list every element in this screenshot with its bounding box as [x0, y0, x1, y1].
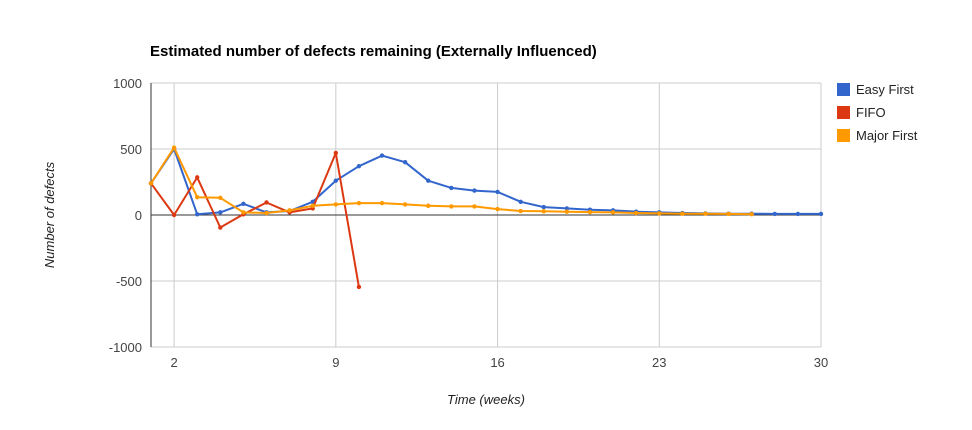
legend-swatch	[837, 106, 850, 119]
data-point[interactable]	[218, 225, 223, 230]
legend-item[interactable]: FIFO	[837, 105, 886, 120]
series-lines	[148, 145, 824, 290]
data-point[interactable]	[449, 204, 454, 209]
data-point[interactable]	[356, 163, 362, 169]
data-point[interactable]	[379, 200, 385, 206]
data-point[interactable]	[703, 211, 708, 216]
data-point[interactable]	[171, 145, 177, 150]
data-point[interactable]	[195, 175, 200, 180]
data-point[interactable]	[564, 209, 570, 214]
data-point[interactable]	[564, 206, 570, 211]
legend-item[interactable]: Major First	[837, 128, 918, 143]
y-tick-label: 0	[135, 208, 142, 223]
data-point[interactable]	[633, 210, 639, 216]
legend-label: Major First	[856, 128, 918, 143]
x-tick-label: 30	[814, 355, 828, 370]
series-line[interactable]	[150, 148, 821, 216]
series-easy-first	[148, 146, 824, 217]
data-point[interactable]	[379, 153, 385, 158]
x-axis-title: Time (weeks)	[447, 392, 525, 407]
data-point[interactable]	[472, 188, 477, 193]
data-point[interactable]	[495, 206, 500, 212]
data-point[interactable]	[241, 201, 246, 206]
data-point[interactable]	[287, 208, 292, 213]
legend-swatch	[837, 129, 850, 142]
data-point[interactable]	[310, 199, 315, 204]
x-tick-label: 23	[652, 355, 666, 370]
y-axis-title: Number of defects	[42, 161, 57, 268]
chart-title: Estimated number of defects remaining (E…	[150, 43, 597, 60]
data-point[interactable]	[772, 211, 777, 217]
y-tick-label: 500	[120, 142, 142, 157]
axes: -1000 -500 0 500 1000 2 9 16 23 30	[109, 76, 828, 370]
y-tick-label: -1000	[109, 340, 142, 355]
data-point[interactable]	[818, 211, 824, 217]
data-point[interactable]	[356, 284, 362, 290]
data-point[interactable]	[495, 189, 500, 195]
data-point[interactable]	[610, 210, 616, 215]
legend-swatch	[837, 83, 850, 96]
data-point[interactable]	[680, 211, 685, 216]
series-major-first	[148, 145, 754, 217]
series-line[interactable]	[150, 152, 360, 288]
data-point[interactable]	[241, 210, 246, 215]
data-point[interactable]	[472, 204, 477, 209]
data-point[interactable]	[749, 212, 754, 217]
data-point[interactable]	[264, 200, 269, 205]
data-point[interactable]	[218, 210, 223, 215]
x-tick-label: 2	[170, 355, 177, 370]
data-point[interactable]	[726, 211, 731, 217]
data-point[interactable]	[657, 211, 662, 216]
data-point[interactable]	[218, 195, 223, 201]
x-tick-label: 16	[490, 355, 504, 370]
data-point[interactable]	[587, 209, 593, 215]
legend-label: FIFO	[856, 105, 886, 120]
data-point[interactable]	[518, 208, 523, 214]
data-point[interactable]	[356, 200, 362, 206]
data-point[interactable]	[402, 202, 408, 207]
data-point[interactable]	[541, 209, 546, 214]
data-point[interactable]	[148, 181, 154, 186]
data-point[interactable]	[541, 204, 546, 210]
data-point[interactable]	[171, 212, 177, 218]
legend: Easy First FIFO Major First	[837, 82, 918, 143]
data-point[interactable]	[518, 199, 523, 204]
data-point[interactable]	[333, 178, 339, 183]
data-point[interactable]	[333, 150, 339, 156]
data-point[interactable]	[310, 203, 315, 208]
y-tick-label: 1000	[113, 76, 142, 91]
data-point[interactable]	[402, 160, 408, 165]
legend-label: Easy First	[856, 82, 914, 97]
data-point[interactable]	[426, 203, 431, 208]
data-point[interactable]	[426, 178, 431, 183]
legend-item[interactable]: Easy First	[837, 82, 914, 97]
data-point[interactable]	[795, 211, 801, 217]
data-point[interactable]	[195, 194, 200, 200]
series-fifo	[148, 150, 362, 290]
data-point[interactable]	[333, 202, 339, 207]
x-tick-label: 9	[332, 355, 339, 370]
data-point[interactable]	[264, 210, 269, 216]
data-point[interactable]	[449, 185, 454, 191]
y-tick-label: -500	[116, 274, 142, 289]
data-point[interactable]	[195, 212, 200, 217]
